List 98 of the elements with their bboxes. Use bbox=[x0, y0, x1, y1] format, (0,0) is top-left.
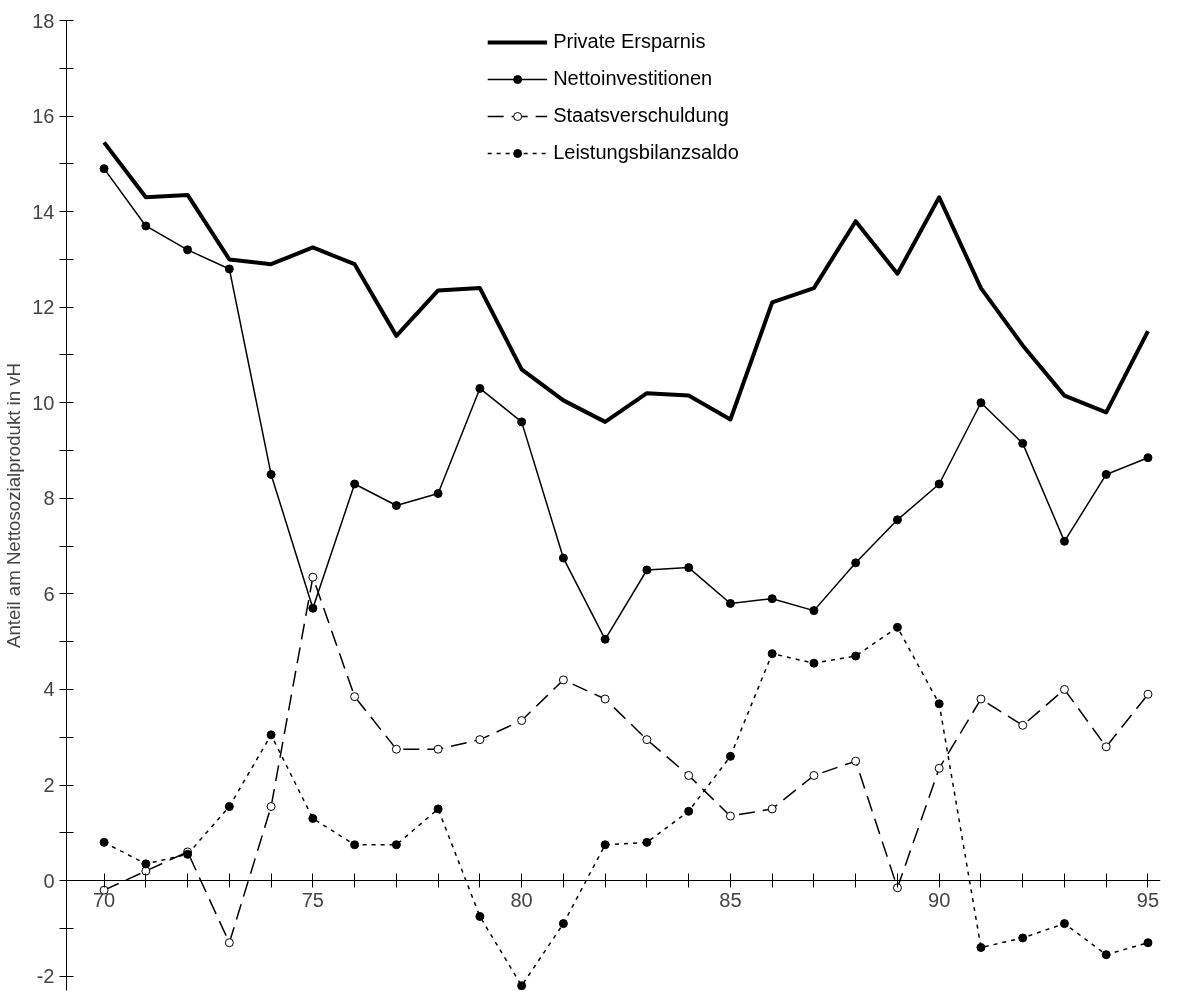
point bbox=[433, 489, 443, 499]
y-tick-label: 6 bbox=[43, 582, 55, 605]
point bbox=[725, 751, 735, 761]
point bbox=[224, 938, 234, 948]
y-tick-label: 16 bbox=[32, 105, 55, 128]
point bbox=[266, 802, 276, 812]
point bbox=[600, 634, 610, 644]
point bbox=[558, 553, 568, 563]
point bbox=[600, 840, 610, 850]
point bbox=[475, 735, 485, 745]
x-tick-label: 85 bbox=[719, 888, 742, 911]
point bbox=[517, 981, 527, 991]
point bbox=[934, 699, 944, 709]
point bbox=[266, 730, 276, 740]
x-tick-label: 80 bbox=[510, 888, 533, 911]
point bbox=[892, 515, 902, 525]
point bbox=[809, 606, 819, 616]
point bbox=[558, 675, 568, 685]
point bbox=[224, 802, 234, 812]
point bbox=[391, 501, 401, 510]
point bbox=[684, 806, 694, 816]
point bbox=[350, 479, 360, 489]
x-tick-label: 90 bbox=[928, 888, 951, 911]
point bbox=[1143, 938, 1153, 948]
point bbox=[976, 398, 986, 408]
y-tick-label: 10 bbox=[32, 391, 55, 414]
x-tick-label: 95 bbox=[1136, 888, 1160, 911]
point bbox=[517, 716, 527, 726]
point bbox=[1059, 919, 1069, 929]
y-tick-label: 8 bbox=[43, 487, 55, 510]
point bbox=[725, 811, 735, 821]
point bbox=[809, 770, 819, 780]
point bbox=[141, 859, 151, 869]
point bbox=[809, 658, 819, 668]
point bbox=[475, 383, 485, 393]
y-tick-label: 14 bbox=[32, 200, 55, 223]
point bbox=[391, 744, 401, 754]
point bbox=[433, 804, 443, 814]
point bbox=[99, 164, 109, 174]
point bbox=[642, 565, 652, 575]
point bbox=[99, 837, 109, 847]
x-tick-label: 75 bbox=[301, 888, 324, 911]
point bbox=[391, 840, 401, 850]
point bbox=[350, 840, 360, 850]
point bbox=[934, 479, 944, 489]
legend-label: Leistungsbilanzsaldo bbox=[553, 141, 739, 164]
point bbox=[141, 866, 151, 876]
point bbox=[1101, 742, 1111, 752]
point bbox=[1059, 536, 1069, 546]
point bbox=[266, 469, 276, 479]
line-series bbox=[102, 140, 1150, 424]
point bbox=[684, 563, 694, 573]
point bbox=[934, 763, 944, 773]
point bbox=[1059, 684, 1069, 694]
point bbox=[141, 221, 151, 231]
point bbox=[851, 651, 861, 661]
point bbox=[183, 245, 193, 255]
point bbox=[1101, 469, 1111, 479]
point bbox=[976, 694, 986, 704]
point bbox=[767, 804, 777, 814]
y-axis-title: Anteil am Nettosozialprodukt in vH bbox=[3, 362, 25, 649]
point bbox=[308, 603, 318, 613]
point bbox=[767, 594, 777, 604]
y-tick-label: 0 bbox=[43, 869, 55, 892]
point bbox=[642, 837, 652, 847]
y-tick-label: 18 bbox=[32, 9, 55, 32]
point bbox=[1018, 438, 1028, 448]
point bbox=[851, 558, 861, 568]
point bbox=[433, 744, 443, 754]
y-tick-label: 4 bbox=[43, 678, 55, 701]
point bbox=[684, 770, 694, 780]
point bbox=[725, 598, 735, 608]
point bbox=[1018, 933, 1028, 943]
point bbox=[1143, 689, 1153, 699]
y-tick-label: 12 bbox=[32, 296, 55, 319]
point bbox=[558, 919, 568, 929]
y-tick-label: -2 bbox=[36, 965, 55, 988]
point bbox=[224, 264, 234, 274]
point bbox=[1143, 453, 1153, 463]
point bbox=[1018, 720, 1028, 730]
x-tick-label: 70 bbox=[92, 888, 116, 911]
legend-label: Private Ersparnis bbox=[553, 30, 706, 53]
legend-label: Nettoinvestitionen bbox=[553, 67, 713, 90]
legend-label: Staatsverschuldung bbox=[553, 104, 729, 127]
point bbox=[851, 756, 861, 766]
point bbox=[642, 735, 652, 745]
point bbox=[350, 692, 360, 702]
point bbox=[600, 694, 610, 704]
point bbox=[475, 911, 485, 921]
point bbox=[892, 883, 902, 893]
point bbox=[1101, 950, 1111, 960]
point bbox=[767, 649, 777, 659]
point bbox=[517, 417, 527, 427]
y-tick-label: 2 bbox=[43, 774, 55, 797]
point bbox=[308, 572, 318, 582]
point bbox=[892, 622, 902, 632]
point bbox=[976, 943, 986, 952]
point bbox=[308, 813, 318, 823]
